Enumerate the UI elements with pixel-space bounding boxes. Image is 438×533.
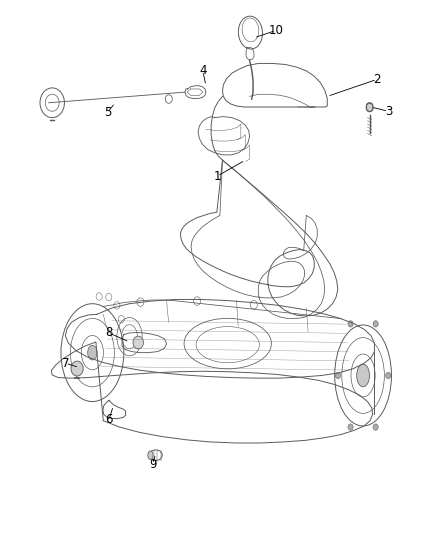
Circle shape bbox=[348, 424, 353, 430]
Text: 1: 1 bbox=[213, 169, 221, 183]
Text: 9: 9 bbox=[149, 458, 156, 471]
Circle shape bbox=[385, 372, 391, 378]
Text: 6: 6 bbox=[105, 413, 113, 426]
Ellipse shape bbox=[357, 364, 370, 387]
Text: 8: 8 bbox=[105, 326, 113, 340]
Circle shape bbox=[336, 372, 341, 378]
Circle shape bbox=[71, 361, 83, 376]
Text: 7: 7 bbox=[62, 357, 69, 370]
Ellipse shape bbox=[148, 451, 153, 459]
Text: 2: 2 bbox=[373, 73, 381, 86]
Text: 4: 4 bbox=[199, 64, 207, 77]
Circle shape bbox=[133, 336, 144, 349]
Circle shape bbox=[373, 424, 378, 430]
Circle shape bbox=[373, 321, 378, 327]
Circle shape bbox=[348, 321, 353, 327]
Circle shape bbox=[366, 103, 373, 112]
Text: 5: 5 bbox=[104, 106, 111, 119]
Text: 10: 10 bbox=[268, 24, 283, 37]
Text: 3: 3 bbox=[385, 105, 392, 118]
Ellipse shape bbox=[88, 345, 97, 360]
